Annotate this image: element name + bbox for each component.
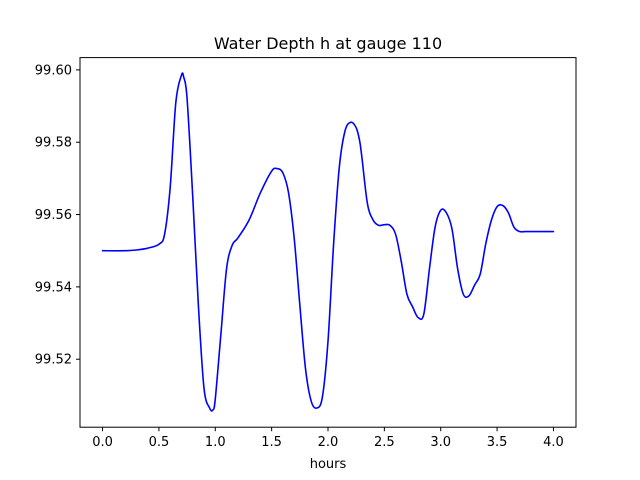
- x-tick-label: 2.5: [374, 435, 395, 450]
- x-tick-label: 0.5: [149, 435, 170, 450]
- x-tick-label: 4.0: [543, 435, 564, 450]
- y-tick-label: 99.58: [35, 136, 72, 151]
- x-axis: 0.0 0.5 1.0 1.5 2.0 2.5 3.0 3.5 4.0: [92, 427, 564, 450]
- y-tick-label: 99.54: [35, 280, 72, 295]
- x-tick-label: 0.0: [92, 435, 113, 450]
- x-axis-label: hours: [310, 457, 347, 472]
- x-tick-label: 3.0: [430, 435, 451, 450]
- x-tick-label: 2.0: [318, 435, 339, 450]
- x-tick-label: 1.0: [205, 435, 226, 450]
- series-line: [101, 72, 555, 412]
- y-tick-label: 99.56: [35, 208, 72, 223]
- y-axis: 99.52 99.54 99.56 99.58 99.60: [35, 63, 80, 368]
- x-tick-label: 3.5: [487, 435, 508, 450]
- x-tick-label: 1.5: [261, 435, 282, 450]
- chart-title: Water Depth h at gauge 110: [214, 34, 442, 53]
- series-layer: [101, 72, 555, 412]
- plot-area: [80, 57, 576, 428]
- y-tick-label: 99.52: [35, 353, 72, 368]
- y-tick-label: 99.60: [35, 63, 72, 78]
